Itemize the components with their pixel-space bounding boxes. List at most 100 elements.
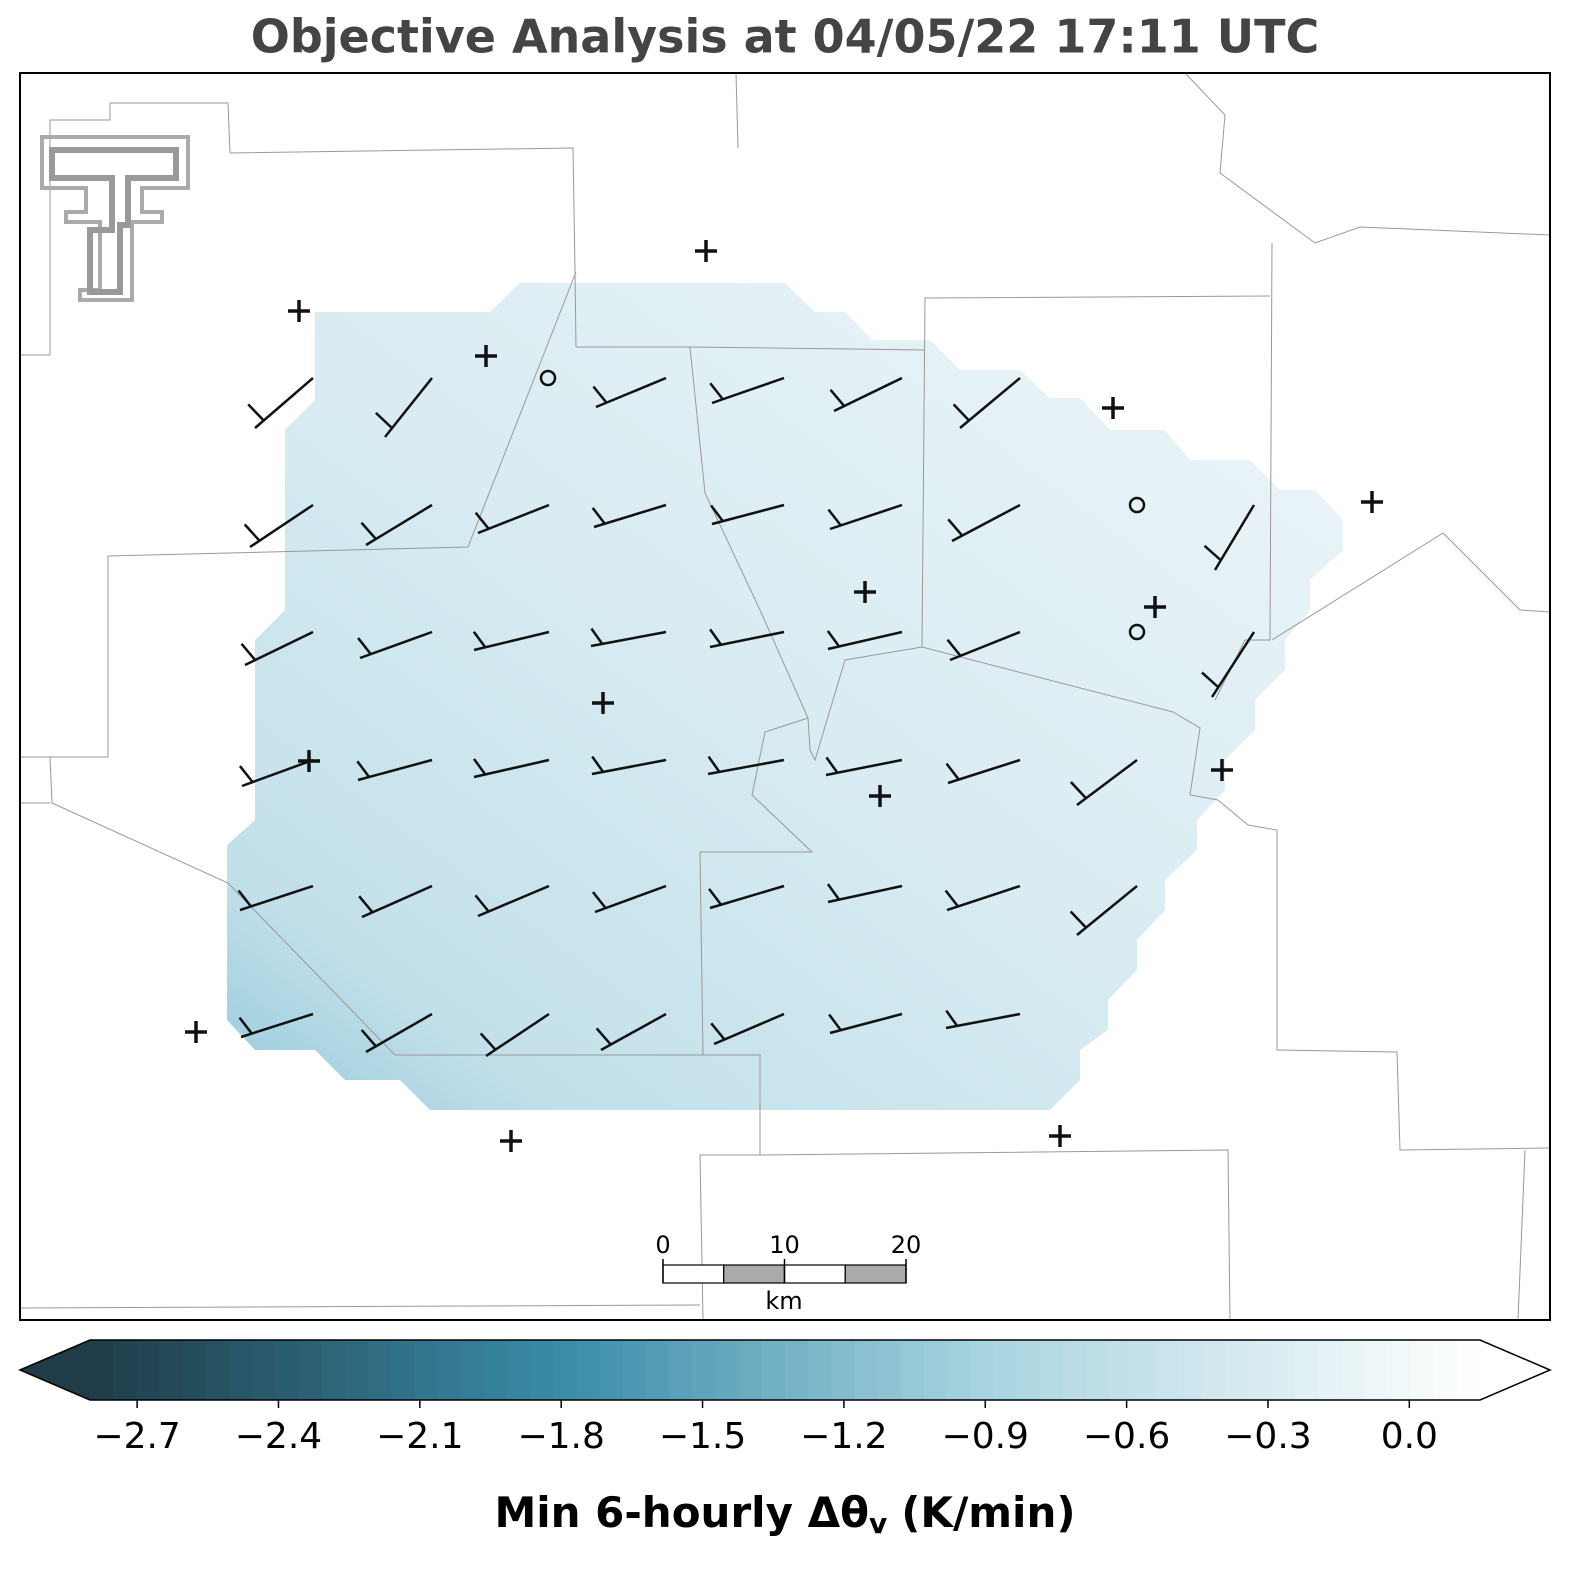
colorbar-step <box>1294 1340 1319 1400</box>
wind-barb <box>945 1009 1021 1030</box>
colorbar-tick-label: −0.3 <box>1224 1416 1311 1457</box>
colorbar-step <box>182 1340 207 1400</box>
scale-segment <box>662 1264 725 1284</box>
colorbar-step <box>993 1340 1018 1400</box>
label-subscript: v <box>869 1507 887 1540</box>
colorbar-step <box>715 1340 740 1400</box>
title: Objective Analysis at 04/05/22 17:11 UTC <box>251 10 1320 64</box>
colorbar-step <box>113 1340 137 1400</box>
colorbar-step <box>1387 1340 1412 1400</box>
colorbar-step <box>1016 1340 1041 1400</box>
colorbar-step <box>1364 1340 1388 1400</box>
scale-tick-label: 0 <box>655 1231 670 1259</box>
wind-barb <box>357 630 433 660</box>
scale-segment <box>723 1264 786 1284</box>
station-circle <box>1128 496 1146 514</box>
colorbar-step <box>669 1340 693 1400</box>
analysis-shading <box>227 283 1343 1110</box>
colorbar-step <box>1178 1340 1203 1400</box>
colorbar-step <box>368 1340 392 1400</box>
colorbar-step <box>877 1340 902 1400</box>
wind-barb <box>710 1012 785 1046</box>
station-plus <box>1361 491 1383 513</box>
colorbar-step <box>1132 1340 1157 1400</box>
colorbar-step <box>344 1340 369 1400</box>
map-frame <box>19 72 1551 1321</box>
wind-barb <box>247 377 314 429</box>
wind-barb <box>945 758 1021 785</box>
wind-barb <box>238 758 314 788</box>
label-unit: (K/min) <box>901 1488 1075 1537</box>
colorbar-step <box>576 1340 601 1400</box>
wind-barb <box>708 884 785 910</box>
colorbar-step <box>831 1340 856 1400</box>
colorbar-step <box>738 1340 763 1400</box>
station-plus <box>1102 397 1124 419</box>
colorbar-step <box>947 1340 971 1400</box>
wind-barb <box>710 503 785 526</box>
colorbar-step <box>970 1340 995 1400</box>
wind-barb <box>1201 631 1256 698</box>
colorbar-tick-label: −2.4 <box>235 1416 322 1457</box>
colorbar-step <box>646 1340 670 1400</box>
colorbar-step <box>530 1340 554 1400</box>
scale-tick-label: 10 <box>769 1231 800 1259</box>
station-plus <box>1144 596 1166 618</box>
colorbar-step <box>229 1340 253 1400</box>
colorbar: −2.7 −2.4 −2.1 −1.8 −1.5 −1.2 −0.9 −0.6 −0.3 0.0 <box>18 1339 1552 1457</box>
colorbar-tick-label: −1.2 <box>800 1416 887 1457</box>
wind-barb <box>375 377 433 438</box>
colorbar-tick-label: −1.5 <box>659 1416 746 1457</box>
colorbar-step <box>1109 1340 1134 1400</box>
wind-barb <box>591 884 667 914</box>
wind-barb <box>474 503 550 535</box>
colorbar-step <box>460 1340 485 1400</box>
colorbar-step <box>1248 1340 1273 1400</box>
colorbar-tick-label: −0.6 <box>1083 1416 1170 1457</box>
colorbar-step <box>483 1340 508 1400</box>
wind-barb <box>240 630 314 667</box>
station-circle <box>1128 623 1146 641</box>
colorbar-step <box>785 1340 809 1400</box>
colorbar-label: Min 6-hourly Δθv (K/min) <box>494 1488 1075 1541</box>
colorbar-step <box>437 1340 462 1400</box>
wind-barbs <box>237 376 1256 1058</box>
colorbar-step <box>692 1340 717 1400</box>
colorbar-tick-label: −1.8 <box>517 1416 604 1457</box>
colorbar-step <box>1155 1340 1180 1400</box>
wind-barb <box>1203 504 1256 571</box>
colorbar-step <box>1317 1340 1342 1400</box>
colorbar-step <box>136 1340 161 1400</box>
colorbar-extend-high <box>1480 1340 1550 1400</box>
wind-barb <box>952 377 1021 429</box>
wind-barb <box>472 758 550 779</box>
colorbar-step <box>159 1340 184 1400</box>
colorbar-step <box>1456 1340 1481 1400</box>
label-text: Min 6-hourly Δθ <box>494 1488 869 1537</box>
scale-unit: km <box>765 1287 802 1315</box>
wind-barb <box>946 630 1021 662</box>
wind-barb <box>356 758 433 782</box>
wind-barb <box>827 503 903 531</box>
station-plus <box>500 1130 522 1152</box>
station-plus <box>592 692 614 714</box>
wind-barb <box>707 755 785 776</box>
colorbar-step <box>205 1340 230 1400</box>
colorbar-step <box>275 1340 300 1400</box>
wind-barb <box>829 376 903 413</box>
wind-barb <box>474 884 550 918</box>
station-circle <box>539 369 557 387</box>
logo <box>40 135 190 302</box>
colorbar-step <box>1341 1340 1365 1400</box>
station-plus <box>1211 759 1233 781</box>
colorbar-step <box>1271 1340 1296 1400</box>
colorbar-step <box>553 1340 578 1400</box>
colorbar-step <box>599 1340 624 1400</box>
scale-segment <box>783 1264 846 1284</box>
station-plus <box>288 300 310 322</box>
wind-barb <box>709 628 785 649</box>
wind-barb <box>592 376 667 409</box>
wind-barb <box>947 503 1021 543</box>
map-area <box>20 73 1550 1320</box>
